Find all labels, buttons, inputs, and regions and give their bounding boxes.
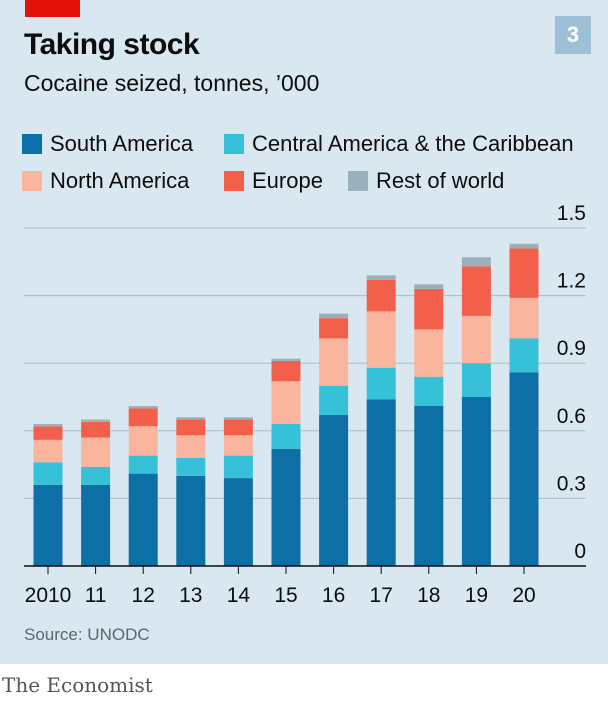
- legend-swatch: [22, 134, 42, 154]
- bar-segment: [176, 419, 206, 436]
- bar-segment: [461, 266, 491, 316]
- x-tick-label: 16: [322, 584, 345, 607]
- bar-segment: [271, 358, 301, 361]
- publisher-footer: The Economist: [2, 673, 153, 697]
- bar-segment: [461, 397, 491, 566]
- bar-segment: [33, 424, 63, 427]
- chart-title: Taking stock: [24, 28, 200, 61]
- bar-segment: [366, 311, 396, 368]
- bar-segment: [128, 473, 158, 566]
- bar-segment: [366, 399, 396, 566]
- legend-item-central-america: Central America & the Caribbean: [224, 131, 574, 157]
- bar-segment: [223, 417, 253, 420]
- bar-segment: [319, 385, 349, 416]
- legend-label: South America: [50, 131, 194, 156]
- legend-item-south-america: South America: [22, 131, 193, 157]
- y-tick-label: 1.2: [557, 270, 586, 293]
- x-tick-label: 14: [227, 584, 251, 607]
- bar-segment: [414, 288, 444, 330]
- bar-segment: [414, 376, 444, 407]
- bar-segment: [81, 421, 111, 438]
- bar-segment: [128, 455, 158, 474]
- bar-segment: [176, 417, 206, 420]
- bar-segment: [176, 435, 206, 458]
- bar-segment: [176, 457, 206, 476]
- bar-segment: [271, 381, 301, 425]
- bar-segment: [81, 484, 111, 566]
- bar-segment: [319, 338, 349, 386]
- bar-segment: [366, 279, 396, 312]
- x-tick-label: 18: [417, 584, 440, 607]
- legend-label: Europe: [252, 168, 323, 193]
- bar-segment: [319, 313, 349, 319]
- bar-segment: [414, 329, 444, 377]
- bar-segment: [509, 372, 539, 566]
- x-tick-label: 19: [465, 584, 488, 607]
- chart-number-badge: 3: [555, 16, 591, 54]
- legend-swatch: [224, 171, 244, 191]
- x-tick-label: 17: [370, 584, 393, 607]
- bar-segment: [319, 415, 349, 566]
- bar-segment: [128, 426, 158, 456]
- y-tick-label: 0.3: [557, 472, 586, 495]
- bar-segment: [271, 448, 301, 566]
- bar-segment: [509, 248, 539, 298]
- bar-segment: [33, 439, 63, 463]
- brand-red-tag: [25, 0, 80, 17]
- bar-segment: [461, 257, 491, 267]
- bar-segment: [319, 318, 349, 339]
- bar-segment: [366, 275, 396, 280]
- bar-segment: [223, 455, 253, 479]
- bar-segment: [223, 478, 253, 566]
- bar-segment: [81, 466, 111, 485]
- legend-item-rest-of-world: Rest of world: [348, 168, 504, 194]
- bar-segment: [509, 297, 539, 339]
- bar-segment: [128, 406, 158, 409]
- legend-swatch: [348, 171, 368, 191]
- bar-segment: [223, 435, 253, 456]
- stacked-bar-chart: 0 0.3 0.6 0.9 1.2 1.5 2010 11 12 13 14 15 16 17 18 19 20: [24, 202, 586, 607]
- bar-segment: [128, 408, 158, 427]
- y-tick-label: 1.5: [557, 202, 586, 225]
- bar-segment: [81, 419, 111, 422]
- y-tick-label: 0.9: [557, 337, 586, 360]
- bar-segment: [33, 462, 63, 485]
- legend-swatch: [22, 171, 42, 191]
- y-tick-label: 0.6: [557, 405, 586, 428]
- bar-segment: [271, 360, 301, 382]
- source-note: Source: UNODC: [24, 625, 150, 644]
- y-tick-label: 0: [574, 540, 586, 563]
- bar-segment: [33, 484, 63, 566]
- x-tick-label: 2010: [25, 584, 72, 607]
- bar-segment: [461, 315, 491, 364]
- legend-label: North America: [50, 168, 190, 193]
- legend-label: Rest of world: [376, 168, 505, 193]
- bar-segment: [33, 426, 63, 440]
- bar-segment: [176, 475, 206, 566]
- x-tick-label: 20: [512, 584, 535, 607]
- x-tick-label: 11: [85, 584, 107, 607]
- chart-subtitle: Cocaine seized, tonnes, ’000: [24, 70, 320, 96]
- bar-segment: [461, 363, 491, 397]
- bar-segment: [366, 367, 396, 400]
- bar-segment: [271, 424, 301, 449]
- x-tick-label: 15: [274, 584, 297, 607]
- bar-segment: [509, 243, 539, 249]
- legend-item-europe: Europe: [224, 168, 323, 194]
- legend-swatch: [224, 134, 244, 154]
- bar-segment: [509, 338, 539, 373]
- x-tick-label: 12: [132, 584, 155, 607]
- legend-item-north-america: North America: [22, 168, 189, 194]
- bar-segment: [414, 406, 444, 566]
- legend-label: Central America & the Caribbean: [252, 131, 574, 156]
- bar-segment: [414, 284, 444, 289]
- x-tick-label: 13: [179, 584, 202, 607]
- bar-segment: [223, 419, 253, 436]
- bar-segment: [81, 437, 111, 467]
